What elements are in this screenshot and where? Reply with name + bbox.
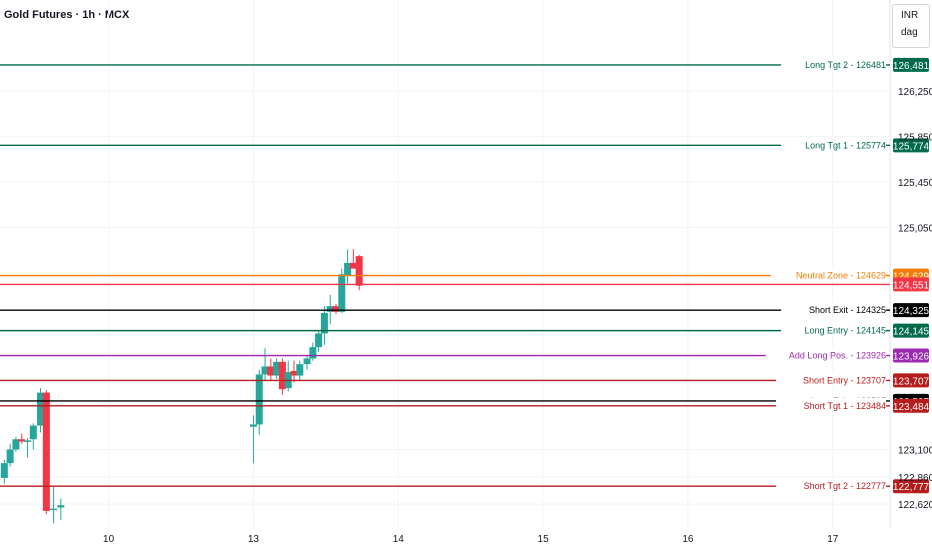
candle-up bbox=[344, 262, 352, 276]
candle-down bbox=[18, 439, 26, 442]
candle-up bbox=[320, 312, 328, 334]
price-tick-label: 126,250 bbox=[898, 87, 932, 98]
level-label: Short Exit - 124325 bbox=[809, 305, 886, 315]
grid-lines bbox=[0, 0, 891, 528]
level-label: Long Entry - 124145 bbox=[804, 326, 886, 336]
level-label: Long Tgt 1 - 125774 bbox=[805, 140, 886, 150]
candle-down bbox=[355, 256, 363, 286]
price-tag-label: 124,325 bbox=[893, 306, 930, 317]
currency-label: INR bbox=[901, 10, 919, 21]
candle-up bbox=[338, 274, 346, 312]
unit-selector[interactable]: INR dag bbox=[892, 4, 930, 48]
price-tick-label: 123,100 bbox=[898, 445, 932, 456]
candle-up bbox=[255, 374, 263, 425]
candle-up bbox=[296, 364, 304, 376]
price-tag bbox=[893, 277, 929, 292]
candle-up bbox=[29, 425, 37, 440]
price-tag bbox=[893, 398, 929, 413]
level-label: Add Long Pos. - 123926 bbox=[789, 351, 886, 361]
candle-up bbox=[309, 347, 317, 359]
candle-down bbox=[42, 392, 50, 511]
candle-up bbox=[315, 333, 323, 348]
level-label-bg bbox=[781, 302, 886, 316]
level-label-bg bbox=[781, 56, 886, 70]
candle-down bbox=[349, 262, 357, 269]
time-axis[interactable]: 10 13 14 15 16 17 bbox=[103, 534, 839, 545]
level-label-bg bbox=[776, 397, 886, 411]
date-tick-label: 10 bbox=[103, 534, 115, 545]
price-tag bbox=[893, 373, 929, 388]
price-tick-label: 125,050 bbox=[898, 224, 932, 235]
date-tick-label: 16 bbox=[682, 534, 694, 545]
price-tag bbox=[893, 138, 929, 153]
level-label-bg bbox=[765, 347, 886, 361]
price-tag bbox=[893, 303, 929, 318]
price-tag-label: 123,484 bbox=[893, 402, 930, 413]
candle-down bbox=[290, 370, 298, 376]
price-tag-label: 124,145 bbox=[893, 327, 930, 338]
price-tag-label: 123,926 bbox=[893, 352, 930, 363]
candle-up bbox=[326, 306, 334, 312]
level-label-bg bbox=[781, 137, 886, 151]
date-tick-label: 17 bbox=[827, 534, 839, 545]
level-label: Neutral Zone - 124629 bbox=[796, 271, 886, 281]
candle-up bbox=[0, 463, 8, 478]
candle-up bbox=[50, 508, 58, 511]
level-label-bg bbox=[776, 478, 886, 492]
candle-up bbox=[24, 440, 32, 442]
candle-up bbox=[57, 505, 65, 508]
candle-down bbox=[332, 306, 340, 312]
level-label-bg bbox=[776, 372, 886, 386]
price-tag bbox=[893, 323, 929, 338]
candle-up bbox=[249, 424, 257, 427]
unit-label: dag bbox=[901, 27, 918, 38]
price-tick-label: 125,450 bbox=[898, 178, 932, 189]
candles bbox=[0, 249, 363, 524]
level-label-bg bbox=[781, 322, 886, 336]
candle-down bbox=[267, 366, 275, 376]
level-label: Short Entry - 123707 bbox=[803, 375, 886, 385]
date-tick-label: 14 bbox=[393, 534, 405, 545]
price-tag bbox=[893, 57, 929, 72]
chart-title: Gold Futures · 1h · MCX bbox=[4, 9, 130, 21]
price-tag-label: 124,629 bbox=[893, 272, 930, 283]
price-tag-label: 122,777 bbox=[893, 482, 930, 493]
candle-up bbox=[6, 449, 14, 464]
candle-up bbox=[273, 361, 281, 376]
price-tag-label: 124,551 bbox=[893, 280, 930, 291]
price-tag bbox=[893, 348, 929, 363]
level-label-bg bbox=[770, 267, 886, 281]
level-lines: Long Tgt 2 - 126481 126,481 Long Tgt 1 - 1… bbox=[0, 56, 930, 494]
price-tag bbox=[893, 479, 929, 494]
level-label: Short Tgt 2 - 122777 bbox=[804, 481, 886, 491]
price-tick-label: 122,620 bbox=[898, 500, 932, 511]
price-tag-label: 126,481 bbox=[893, 61, 930, 72]
candle-up bbox=[12, 439, 20, 450]
price-tick-label: 125,850 bbox=[898, 133, 932, 144]
price-axis[interactable]: 126,250 125,850 125,450 125,050 123,100 122,8… bbox=[898, 87, 932, 511]
date-tick-label: 13 bbox=[248, 534, 260, 545]
price-tick-label: 122,860 bbox=[898, 473, 932, 484]
candle-up bbox=[303, 358, 311, 365]
level-label: Short Tgt 1 - 123484 bbox=[804, 401, 886, 411]
candle-up bbox=[261, 366, 269, 375]
candle-up bbox=[37, 392, 45, 426]
level-label: Long Tgt 2 - 126481 bbox=[805, 60, 886, 70]
price-tag-label: 125,774 bbox=[893, 141, 930, 152]
candle-down bbox=[278, 361, 286, 390]
price-tag-label: 123,707 bbox=[893, 376, 930, 387]
date-tick-label: 15 bbox=[538, 534, 550, 545]
